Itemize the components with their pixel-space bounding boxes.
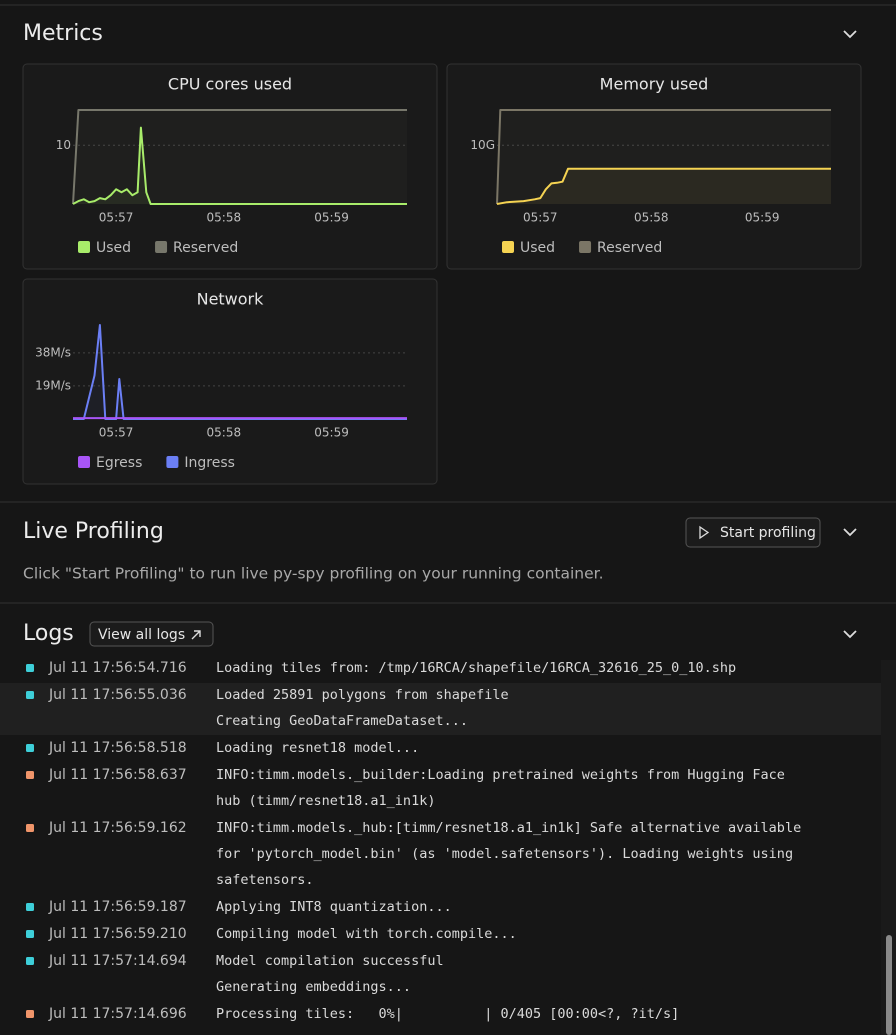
log-message: Loading resnet18 model... <box>216 740 419 756</box>
start-profiling-button[interactable]: Start profiling <box>685 517 821 548</box>
log-message: INFO:timm.models._hub:[timm/resnet18.a1_… <box>216 820 801 836</box>
x-tick-label: 05:59 <box>745 211 780 225</box>
x-tick-label: 05:57 <box>523 211 558 225</box>
log-timestamp: Jul 11 17:56:59.162 <box>48 820 187 836</box>
log-level-dot <box>26 771 34 779</box>
external-link-icon <box>191 630 201 640</box>
log-message: Model compilation successful <box>216 953 444 969</box>
log-level-dot <box>26 903 34 911</box>
section-title: Live Profiling <box>23 519 164 544</box>
chart-card <box>22 278 438 485</box>
legend-label: Reserved <box>173 240 238 256</box>
log-timestamp: Jul 11 17:56:59.187 <box>48 899 187 915</box>
x-tick-label: 05:58 <box>207 211 242 225</box>
log-message: Compiling model with torch.compile... <box>216 926 517 942</box>
scrollbar-thumb[interactable] <box>886 935 892 1035</box>
log-level-dot <box>26 691 34 699</box>
log-level-dot <box>26 930 34 938</box>
series-line <box>72 109 407 205</box>
log-level-dot <box>26 664 34 672</box>
button-frame <box>89 621 214 647</box>
series-area <box>73 110 407 204</box>
scrollbar-track[interactable] <box>881 660 896 1035</box>
collapse-chevron[interactable] <box>843 528 857 537</box>
log-timestamp: Jul 11 17:56:55.036 <box>48 687 187 703</box>
legend-label: Used <box>96 240 131 256</box>
button-frame <box>685 517 821 548</box>
series-area <box>497 110 831 204</box>
row-highlight <box>0 683 883 735</box>
legend-swatch <box>78 456 90 468</box>
x-tick-label: 05:59 <box>314 426 349 440</box>
legend-label: Egress <box>96 455 142 471</box>
log-level-dot <box>26 1010 34 1018</box>
legend-swatch <box>166 456 179 468</box>
collapse-chevron[interactable] <box>843 30 857 39</box>
log-message: Generating embeddings... <box>216 979 411 995</box>
log-level-dot <box>26 744 34 752</box>
chart-card <box>446 63 862 270</box>
chart-card <box>22 63 438 270</box>
legend-label: Used <box>520 240 555 256</box>
log-level-dot <box>26 957 34 965</box>
play-icon <box>699 525 710 540</box>
log-message: Processing tiles: 0%| | 0/405 [00:00<?, … <box>216 1006 679 1022</box>
legend-swatch <box>579 241 592 253</box>
x-tick-label: 05:58 <box>634 211 669 225</box>
section-title: Metrics <box>23 21 103 46</box>
y-tick-label: 10 <box>56 138 71 152</box>
button-label: View all logs <box>98 627 185 643</box>
legend-swatch <box>502 241 514 253</box>
log-message: Loading tiles from: /tmp/16RCA/shapefile… <box>216 660 736 676</box>
log-message: Applying INT8 quantization... <box>216 899 452 915</box>
y-tick-label: 38M/s <box>35 345 71 359</box>
log-timestamp: Jul 11 17:56:54.716 <box>48 660 187 676</box>
log-level-dot <box>26 824 34 832</box>
y-tick-label: 19M/s <box>35 378 71 392</box>
legend-label: Ingress <box>184 455 235 471</box>
log-timestamp: Jul 11 17:56:58.637 <box>48 767 187 783</box>
log-message: hub (timm/resnet18.a1_in1k) <box>216 793 435 809</box>
collapse-chevron[interactable] <box>843 630 857 639</box>
series-line <box>496 167 831 205</box>
chart-title: CPU cores used <box>168 75 292 94</box>
button-label: Start profiling <box>720 525 816 541</box>
log-message: Loaded 25891 polygons from shapefile <box>216 687 509 703</box>
chart-title: Memory used <box>600 75 709 94</box>
log-message: safetensors. <box>216 872 314 888</box>
chart-title: Network <box>197 290 265 309</box>
log-timestamp: Jul 11 17:56:58.518 <box>48 740 187 756</box>
log-timestamp: Jul 11 17:57:14.694 <box>48 953 187 969</box>
series-area <box>497 168 831 204</box>
log-message: for 'pytorch_model.bin' (as 'model.safet… <box>216 846 793 862</box>
log-timestamp: Jul 11 17:57:14.696 <box>48 1006 187 1022</box>
log-message: Creating GeoDataFrameDataset... <box>216 713 468 729</box>
view-all-logs-button[interactable]: View all logs <box>89 621 214 647</box>
section-title: Logs <box>23 621 74 646</box>
x-tick-label: 05:57 <box>99 211 134 225</box>
x-tick-label: 05:57 <box>99 426 134 440</box>
legend-swatch <box>78 241 90 253</box>
legend-label: Reserved <box>597 240 662 256</box>
description: Click "Start Profiling" to run live py-s… <box>23 565 604 583</box>
x-tick-label: 05:58 <box>207 426 242 440</box>
series-line <box>72 126 407 205</box>
y-tick-label: 10G <box>470 138 495 152</box>
series-line <box>496 109 831 205</box>
log-timestamp: Jul 11 17:56:59.210 <box>48 926 187 942</box>
x-tick-label: 05:59 <box>314 211 349 225</box>
log-message: INFO:timm.models._builder:Loading pretra… <box>216 767 785 783</box>
legend-swatch <box>155 241 168 253</box>
